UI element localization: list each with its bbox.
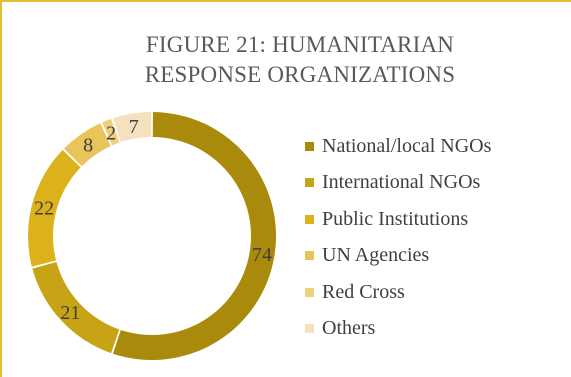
legend-label: International NGOs xyxy=(322,171,481,194)
legend-swatch xyxy=(305,214,314,224)
frame-border-top xyxy=(0,0,571,2)
legend-item: Red Cross xyxy=(305,274,491,311)
legend-swatch xyxy=(305,287,314,297)
legend-label: Public Institutions xyxy=(322,207,469,230)
chart-title-line-1: FIGURE 21: HUMANITARIAN xyxy=(145,32,455,57)
donut-slice-0 xyxy=(112,112,277,361)
donut-slice-5 xyxy=(112,112,152,143)
legend-label: National/local NGOs xyxy=(322,134,492,157)
donut-data-label-0: 74 xyxy=(252,244,272,266)
donut-data-label-4: 2 xyxy=(106,122,116,144)
donut-data-label-1: 21 xyxy=(60,302,80,324)
donut-slice-2 xyxy=(27,150,81,267)
legend-swatch xyxy=(305,251,314,261)
legend-item: National/local NGOs xyxy=(305,128,491,165)
donut-slice-3 xyxy=(63,123,111,167)
donut-data-label-2: 22 xyxy=(34,198,54,220)
legend-swatch xyxy=(305,178,314,188)
legend-label: Others xyxy=(322,317,376,340)
donut-data-label-5: 7 xyxy=(129,116,139,138)
legend-item: UN Agencies xyxy=(305,238,491,275)
donut-slice-1 xyxy=(32,262,120,354)
donut-data-label-3: 8 xyxy=(83,135,93,157)
legend-item: Public Institutions xyxy=(305,201,491,238)
donut-slice-4 xyxy=(102,118,120,146)
legend-swatch xyxy=(305,141,314,151)
chart-legend: National/local NGOs International NGOs Pub… xyxy=(305,128,491,347)
chart-title-line-2: RESPONSE ORGANIZATIONS xyxy=(144,62,456,87)
legend-label: UN Agencies xyxy=(322,244,430,267)
frame-border-left xyxy=(0,0,2,377)
legend-swatch xyxy=(305,324,314,334)
chart-title: FIGURE 21: HUMANITARIAN RESPONSE ORGANIZ… xyxy=(90,30,510,90)
legend-item: Others xyxy=(305,311,491,348)
legend-label: Red Cross xyxy=(322,280,405,303)
legend-item: International NGOs xyxy=(305,165,491,202)
